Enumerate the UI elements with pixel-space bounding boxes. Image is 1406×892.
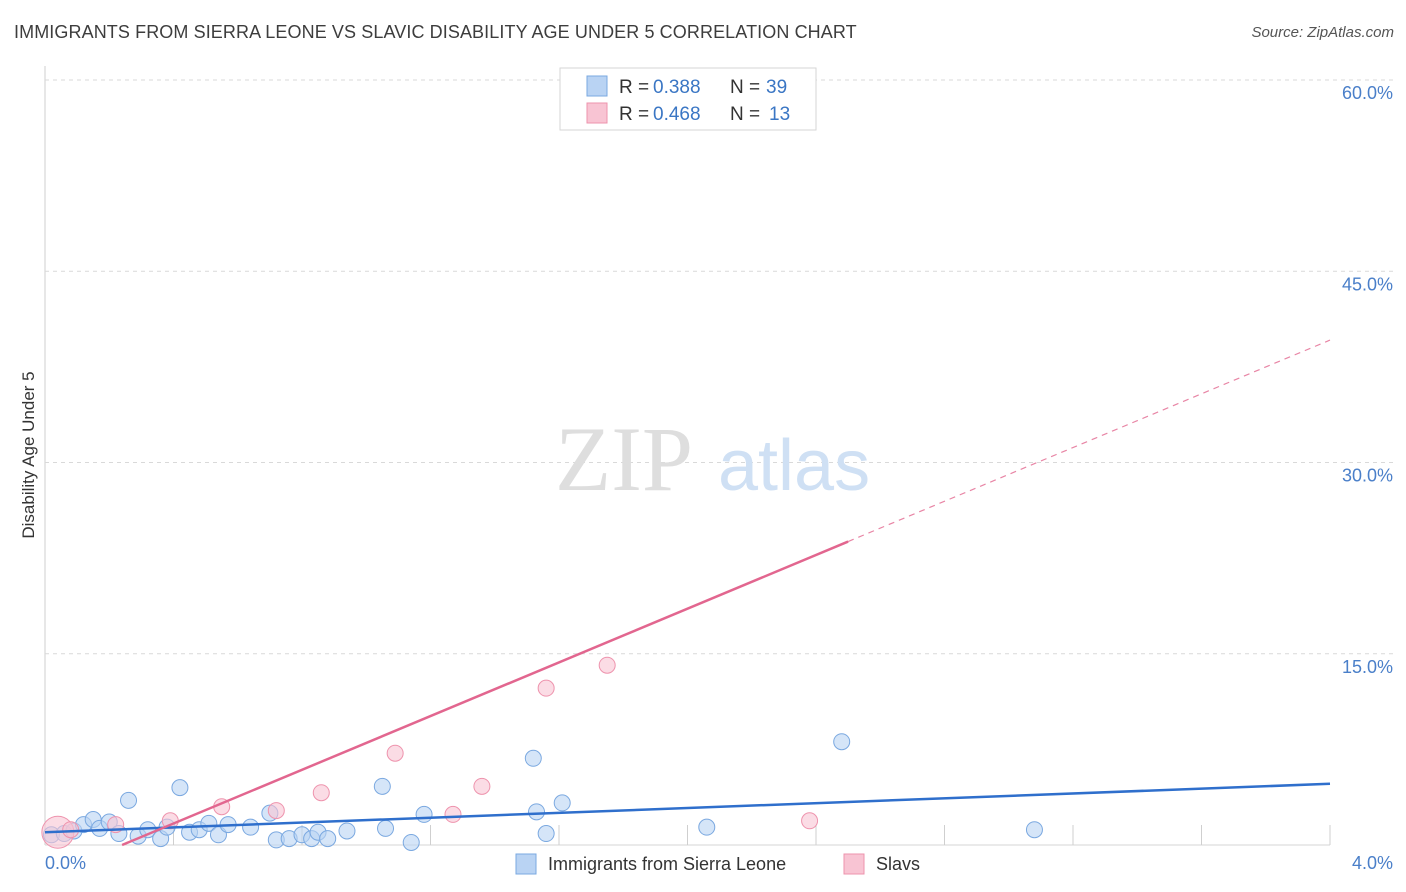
legend-n-value-2: 13 xyxy=(769,104,790,125)
data-points xyxy=(41,656,1043,851)
x-tick-label-min: 0.0% xyxy=(45,853,86,873)
point-sierra-leone xyxy=(242,818,260,836)
y-tick-label: 60.0% xyxy=(1342,83,1393,103)
y-tick-label: 30.0% xyxy=(1342,466,1393,486)
trend-line-slavs-extension xyxy=(847,339,1331,543)
legend-swatch-blue xyxy=(586,75,608,97)
point-sierra-leone xyxy=(524,749,542,767)
y-tick-label: 45.0% xyxy=(1342,274,1393,294)
y-tick-label: 15.0% xyxy=(1342,657,1393,677)
point-sierra-leone xyxy=(698,818,716,836)
trend-lines xyxy=(44,339,1331,847)
point-slavs xyxy=(312,784,330,802)
series-swatch-slavs xyxy=(843,853,865,875)
y-axis-label: Disability Age Under 5 xyxy=(19,371,38,538)
series-swatch-sierra-leone xyxy=(515,853,537,875)
y-tick-labels: 15.0% 30.0% 45.0% 60.0% xyxy=(1342,83,1393,677)
series-legend: Immigrants from Sierra Leone Slavs xyxy=(515,853,920,875)
source-label: Source: ZipAtlas.com xyxy=(1251,24,1394,41)
trend-line-sierra-leone xyxy=(44,782,1331,834)
legend-r-value-2: 0.468 xyxy=(653,104,701,125)
point-sierra-leone xyxy=(415,805,433,823)
point-slavs xyxy=(62,821,80,839)
legend-swatch-pink xyxy=(586,102,608,124)
trend-line-slavs xyxy=(121,540,849,847)
point-sierra-leone xyxy=(120,791,138,809)
legend-r-label-2: R = xyxy=(619,104,649,125)
point-slavs xyxy=(801,812,819,830)
point-slavs xyxy=(473,777,491,795)
point-sierra-leone xyxy=(373,777,391,795)
point-sierra-leone xyxy=(1025,821,1043,839)
point-slavs xyxy=(537,679,555,697)
watermark-atlas: atlas xyxy=(718,426,870,506)
chart-title: IMMIGRANTS FROM SIERRA LEONE VS SLAVIC D… xyxy=(14,22,857,42)
x-tick-label-max: 4.0% xyxy=(1352,853,1393,873)
point-sierra-leone xyxy=(537,825,555,843)
point-slavs xyxy=(444,805,462,823)
point-slavs xyxy=(598,656,616,674)
legend-n-label-2: N = xyxy=(730,104,760,125)
legend-n-label-1: N = xyxy=(730,77,760,98)
series-label-sierra-leone: Immigrants from Sierra Leone xyxy=(548,854,786,874)
series-label-slavs: Slavs xyxy=(876,854,920,874)
point-slavs xyxy=(267,802,285,820)
point-sierra-leone xyxy=(338,822,356,840)
stats-legend: R = 0.388 N = 39 R = 0.468 N = 13 xyxy=(559,67,817,131)
legend-r-value-1: 0.388 xyxy=(653,77,701,98)
point-sierra-leone xyxy=(833,733,851,751)
gridlines xyxy=(45,79,1395,655)
point-sierra-leone xyxy=(319,830,337,848)
point-slavs xyxy=(386,744,404,762)
point-sierra-leone xyxy=(171,779,189,797)
legend-n-value-1: 39 xyxy=(766,77,787,98)
point-sierra-leone xyxy=(553,794,571,812)
point-sierra-leone xyxy=(402,833,420,851)
point-sierra-leone xyxy=(528,803,546,821)
watermark-zip: ZIP xyxy=(555,408,693,510)
point-sierra-leone xyxy=(377,819,395,837)
legend-r-label-1: R = xyxy=(619,77,649,98)
